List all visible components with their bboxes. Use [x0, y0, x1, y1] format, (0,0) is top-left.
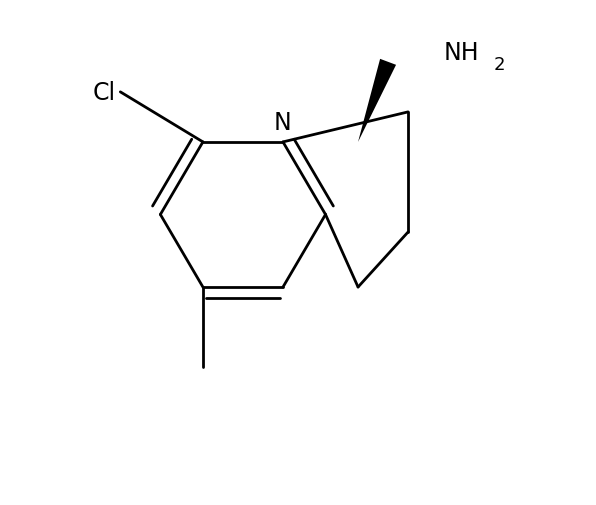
Text: NH: NH	[443, 41, 479, 65]
Text: N: N	[274, 111, 292, 135]
Text: 2: 2	[493, 56, 505, 74]
Polygon shape	[358, 60, 396, 142]
Text: Cl: Cl	[92, 81, 116, 105]
